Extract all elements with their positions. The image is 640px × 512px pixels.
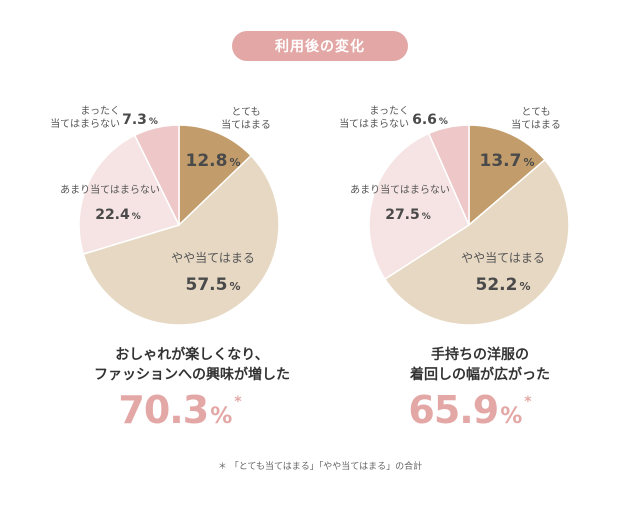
total-left: 70.3%* — [40, 388, 320, 432]
total-right-value: 65.9 — [408, 388, 499, 432]
pie-left-label-yaya: やや当てはまる — [171, 251, 255, 265]
total-left-value: 70.3 — [118, 388, 209, 432]
pie-left-label-amari: あまり当てはまらない — [60, 183, 160, 196]
pie-left-value-totemo: 12.8% — [186, 151, 241, 171]
caption-right-line-1: 手持ちの洋服の — [431, 347, 529, 363]
pie-left-slice-yaya — [82, 154, 280, 326]
caption-left: おしゃれが楽しくなり、 ファッションへの興味が増した — [52, 345, 332, 385]
pie-left-label-mattaku: まったく当てはまらない — [50, 105, 120, 130]
pie-right-label-amari: あまり当てはまらない — [350, 183, 450, 196]
pie-left-value-amari: 22.4% — [95, 207, 141, 223]
pie-right-slice-mattaku — [427, 124, 470, 226]
section-title: 利用後の変化 — [275, 39, 365, 55]
caption-left-line-1: おしゃれが楽しくなり、 — [115, 347, 269, 363]
caption-left-line-2: ファッションへの興味が増した — [94, 367, 290, 383]
total-left-unit: % — [210, 404, 233, 429]
pie-right-label-yaya: やや当てはまる — [461, 251, 545, 265]
pie-right-value-yaya: 52.2% — [476, 275, 531, 295]
pie-right-label-totemo: とても当てはまる — [511, 106, 561, 131]
pie-right-value-mattaku: 6.6% — [412, 112, 448, 128]
pie-right-value-amari: 27.5% — [385, 207, 431, 223]
pie-right-label-mattaku: まったく当てはまらない — [339, 105, 409, 130]
pie-left-value-mattaku: 7.3% — [122, 112, 158, 128]
pie-left-slice-mattaku — [133, 124, 180, 226]
total-left-asterisk: * — [234, 394, 242, 410]
caption-right: 手持ちの洋服の 着回しの幅が広がった — [340, 345, 620, 385]
pie-left-slice-amari — [78, 134, 181, 256]
caption-right-line-2: 着回しの幅が広がった — [410, 367, 550, 383]
pie-right-slice-yaya — [383, 158, 570, 326]
total-right: 65.9%* — [330, 388, 610, 432]
footnote: ＊ 「とても当てはまる」「やや当てはまる」の合計 — [217, 462, 423, 472]
pie-right-slice-totemo — [468, 124, 546, 227]
section-title-pill: 利用後の変化 — [232, 31, 408, 61]
total-right-asterisk: * — [524, 394, 532, 410]
pie-left-value-yaya: 57.5% — [186, 275, 241, 295]
pie-left-label-totemo: とても当てはまる — [221, 106, 271, 131]
pie-left-slice-totemo — [178, 124, 253, 227]
pie-right-value-totemo: 13.7% — [480, 151, 535, 171]
total-right-unit: % — [500, 404, 523, 429]
